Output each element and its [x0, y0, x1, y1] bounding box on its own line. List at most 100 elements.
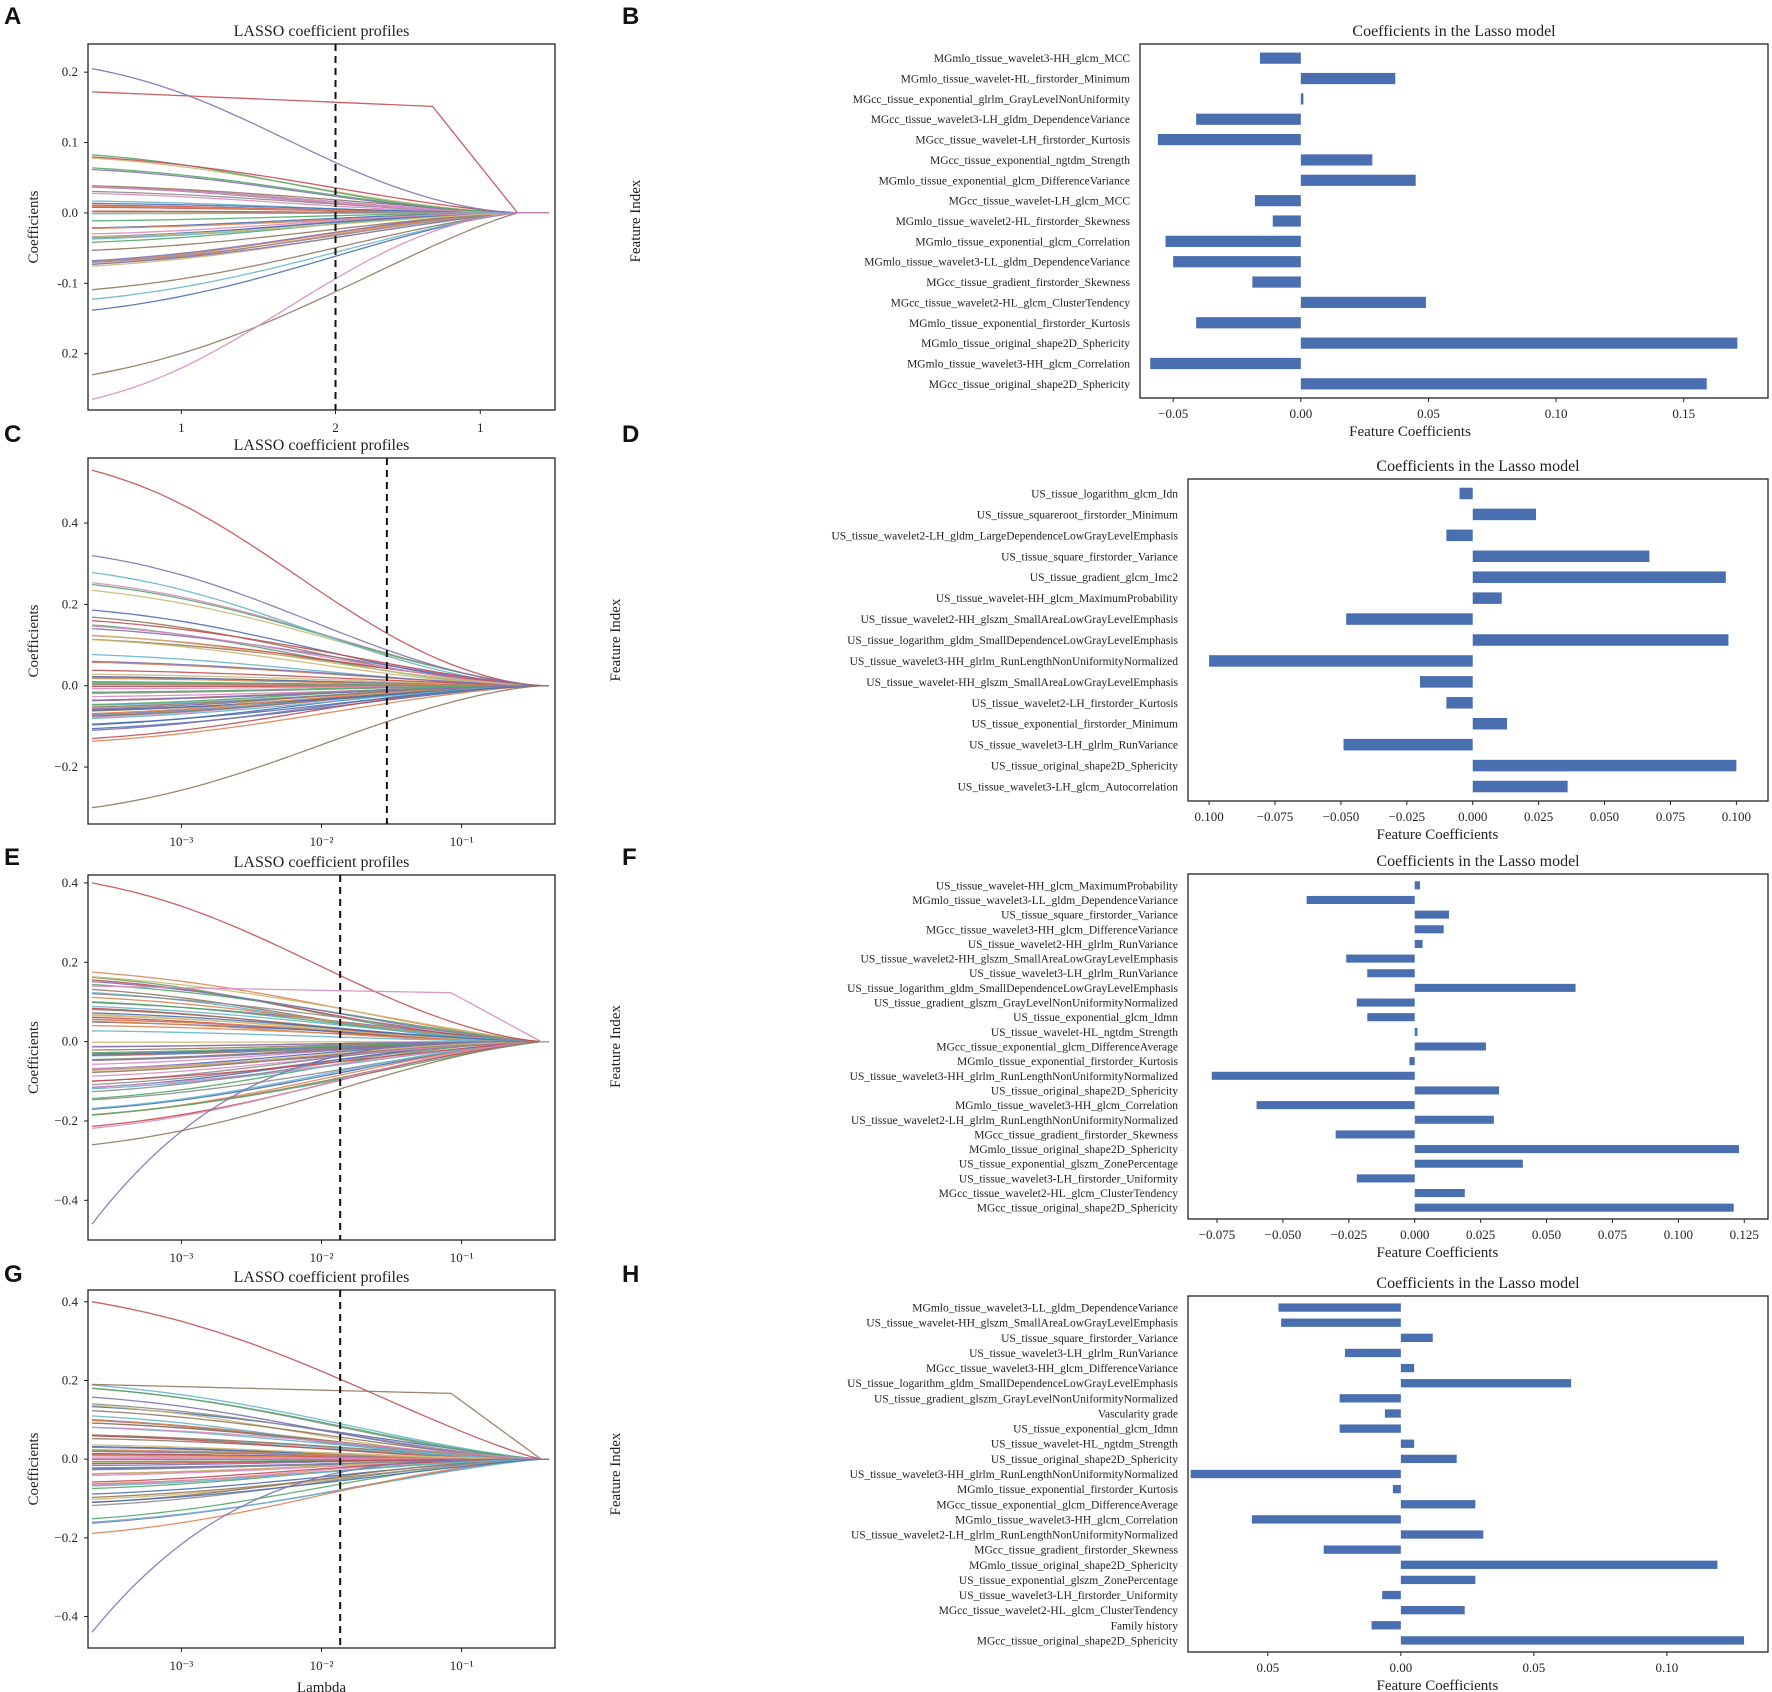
feature-label: MGmlo_tissue_original_shape2D_Sphericity: [969, 1144, 1178, 1156]
feature-label: US_tissue_original_shape2D_Sphericity: [991, 761, 1178, 773]
y-axis-label: Coefficients: [26, 1021, 42, 1094]
coefficient-bar: [1446, 529, 1473, 542]
x-tick-label: 0.05: [1522, 1660, 1545, 1675]
coefficient-bar: [1306, 895, 1415, 905]
coefficient-path: [91, 685, 549, 725]
feature-label: MGcc_tissue_original_shape2D_Sphericity: [929, 379, 1130, 391]
coefficient-path: [91, 1040, 549, 1110]
coefficient-bar: [1414, 925, 1444, 934]
feature-label: US_tissue_exponential_glszm_ZonePercenta…: [959, 1575, 1178, 1587]
feature-label: US_tissue_wavelet2-HH_glszm_SmallAreaLow…: [861, 614, 1179, 626]
x-tick-label: 10⁻¹: [450, 834, 474, 849]
coefficient-bar: [1400, 1333, 1433, 1342]
lasso-profile-chart-G: G LASSO coefficient profiles 0.4 0.2 0.0 −0.2…: [4, 1261, 556, 1692]
feature-label: Vascularity grade: [1098, 1408, 1178, 1420]
plot-frame: [87, 43, 556, 411]
feature-label: US_tissue_wavelet3-LH_glrlm_RunVariance: [969, 740, 1178, 752]
panel-letter: A: [4, 3, 21, 30]
coefficient-bar: [1300, 154, 1373, 166]
coefficient-bar: [1400, 1636, 1745, 1645]
coefficient-bar: [1414, 1145, 1739, 1154]
feature-label: US_tissue_wavelet2-LH_glrlm_RunLengthNon…: [851, 1530, 1178, 1542]
x-tick-label: 0.10: [1656, 1660, 1679, 1675]
x-axis-label: Lambda: [297, 1680, 346, 1692]
coefficient-path: [91, 469, 549, 687]
feature-label: US_tissue_original_shape2D_Sphericity: [991, 1454, 1178, 1466]
coefficient-bar: [1414, 1159, 1523, 1168]
feature-label: MGmlo_tissue_wavelet3-LL_gldm_Dependence…: [912, 1303, 1178, 1315]
plot-frame: [87, 457, 556, 825]
feature-label: US_tissue_squareroot_firstorder_Minimum: [977, 509, 1178, 521]
x-tick-label: 0.000: [1400, 1227, 1429, 1242]
feature-label: MGcc_tissue_gradient_firstorder_Skewness: [926, 277, 1130, 289]
feature-label: MGmlo_tissue_wavelet3-HH_glcm_Correlatio…: [955, 1100, 1178, 1112]
coefficient-bar: [1400, 1606, 1465, 1615]
coefficient-bar: [1346, 954, 1415, 963]
panel-letter: G: [4, 1261, 23, 1288]
coefficient-path: [91, 1458, 549, 1487]
coefficient-bar: [1414, 1042, 1486, 1051]
feature-label: MGmlo_tissue_exponential_glcm_Difference…: [879, 175, 1130, 187]
feature-label: US_tissue_square_firstorder_Variance: [1001, 1333, 1178, 1345]
feature-label: US_tissue_wavelet3-HH_glrlm_RunLengthNon…: [850, 1071, 1179, 1083]
feature-label: US_tissue_square_firstorder_Variance: [1001, 551, 1178, 563]
coefficient-bar: [1400, 1500, 1476, 1509]
coefficient-bar: [1300, 93, 1304, 105]
feature-label: MGcc_tissue_exponential_glcm_DifferenceA…: [936, 1042, 1178, 1054]
lasso-profile-chart-E: E LASSO coefficient profiles 0.4 0.2 0.0 −0.2…: [4, 844, 556, 1265]
coefficient-path: [91, 212, 549, 300]
feature-label: MGcc_tissue_wavelet3-HH_glcm_DifferenceV…: [926, 924, 1178, 936]
plot-frame: [1187, 873, 1769, 1220]
x-tick-label: 0.050: [1590, 809, 1619, 824]
feature-label: US_tissue_exponential_glcm_Idmn: [1013, 1424, 1178, 1436]
coefficient-path: [91, 1030, 549, 1043]
y-tick-label: 0.2: [62, 346, 78, 361]
lasso-bar-chart-H: H Coefficients in the Lasso model MGmlo_ti…: [608, 1261, 1769, 1692]
coefficient-path: [91, 660, 549, 687]
feature-label: MGmlo_tissue_original_shape2D_Sphericity: [921, 338, 1130, 350]
coefficient-bar: [1414, 1027, 1418, 1036]
coefficient-bar: [1384, 1409, 1401, 1418]
feature-label: MGcc_tissue_original_shape2D_Sphericity: [977, 1203, 1178, 1215]
coefficient-path: [91, 1040, 549, 1129]
coefficient-path: [91, 1426, 549, 1460]
coefficient-bar: [1472, 508, 1536, 521]
panel-letter: F: [622, 844, 637, 871]
feature-label: MGcc_tissue_wavelet2-HL_glcm_ClusterTend…: [939, 1188, 1179, 1200]
x-tick-label: 0.100: [1722, 809, 1751, 824]
coefficient-path: [91, 212, 549, 401]
feature-label: Family history: [1111, 1620, 1179, 1632]
coefficient-bar: [1472, 759, 1737, 772]
feature-label: MGcc_tissue_wavelet-LH_firstorder_Kurtos…: [915, 135, 1130, 147]
chart-title: Coefficients in the Lasso model: [1376, 1275, 1580, 1292]
panel-letter: H: [622, 1261, 639, 1288]
coefficient-bar: [1414, 1086, 1500, 1095]
y-tick-label: 0.0: [62, 1034, 78, 1049]
coefficient-path: [91, 1458, 549, 1633]
y-axis-label: Feature Index: [608, 1005, 624, 1088]
feature-label: US_tissue_wavelet3-HH_glrlm_RunLengthNon…: [850, 656, 1179, 668]
chart-title: LASSO coefficient profiles: [234, 854, 410, 871]
coefficient-path: [91, 1040, 549, 1082]
feature-label: US_tissue_wavelet-HH_glcm_MaximumProbabi…: [936, 880, 1178, 892]
coefficient-bar: [1173, 256, 1301, 268]
coefficient-bar: [1356, 998, 1415, 1007]
coefficient-path: [91, 1383, 549, 1460]
feature-label: MGmlo_tissue_wavelet3-HH_glcm_MCC: [934, 53, 1130, 65]
coefficient-path: [91, 685, 549, 702]
coefficient-path: [91, 1005, 549, 1043]
coefficient-path: [91, 1040, 549, 1072]
y-axis-label: Feature Index: [608, 1432, 624, 1515]
coefficient-path: [91, 993, 549, 1043]
chart-title: LASSO coefficient profiles: [234, 437, 410, 454]
y-tick-label: 0.2: [62, 596, 78, 611]
coefficient-path: [91, 1040, 549, 1146]
y-tick-label: −0.4: [54, 1192, 78, 1207]
panel-letter: B: [622, 3, 639, 30]
coefficient-path: [91, 1012, 549, 1043]
lasso-profile-chart-C: C LASSO coefficient profiles 0.4 0.2 0.0 −0.2…: [4, 421, 556, 849]
coefficient-bar: [1209, 655, 1473, 667]
coefficient-path: [91, 685, 549, 742]
feature-label: US_tissue_wavelet3-HH_glrlm_RunLengthNon…: [850, 1469, 1179, 1481]
coefficient-bar: [1323, 1545, 1401, 1554]
